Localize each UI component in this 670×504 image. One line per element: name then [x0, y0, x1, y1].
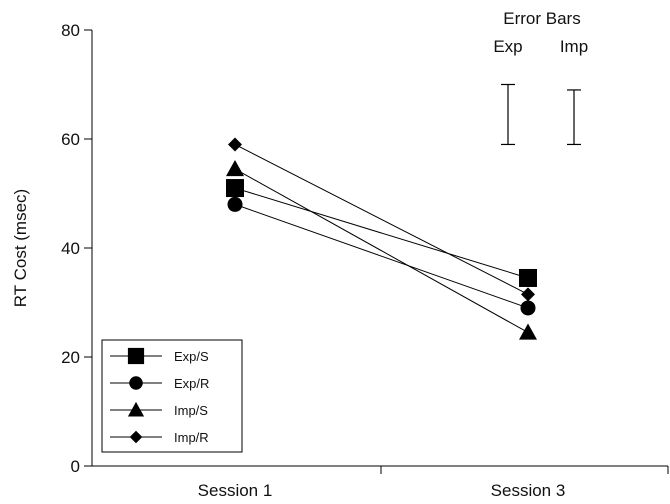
series-line — [234, 203, 529, 309]
y-tick-label: 0 — [71, 457, 80, 476]
y-tick-label: 60 — [61, 130, 80, 149]
error-bar-label: Exp — [493, 37, 522, 56]
legend-box — [101, 339, 243, 453]
legend-marker-circle — [129, 376, 143, 390]
legend-label: Exp/S — [174, 349, 209, 364]
x-tick-label: Session 3 — [491, 481, 566, 500]
legend-label: Imp/R — [174, 430, 209, 445]
legend-label: Exp/R — [174, 376, 209, 391]
legend-marker-square — [127, 347, 145, 365]
legend-item: Exp/S — [110, 347, 209, 365]
series-imp-s — [226, 159, 537, 340]
data-point-square — [519, 268, 537, 287]
x-tick-label: Session 1 — [198, 481, 273, 500]
error-bar-key: Error Bars Exp Imp — [493, 9, 588, 146]
data-point-circle — [520, 300, 536, 316]
legend-marker-triangle — [127, 401, 145, 417]
data-point-diamond — [521, 287, 535, 302]
legend-item: Imp/S — [110, 401, 208, 418]
legend-marker-diamond — [129, 430, 143, 444]
series-layer — [226, 137, 537, 340]
error-bar-label: Imp — [560, 37, 588, 56]
series-line — [234, 168, 529, 333]
series-exp-r — [227, 196, 536, 316]
data-point-triangle — [519, 323, 537, 340]
legend-item: Exp/R — [110, 376, 209, 391]
data-point-circle — [227, 196, 243, 212]
series-line — [234, 144, 529, 295]
series-exp-s — [226, 179, 537, 287]
series-imp-r — [228, 137, 535, 302]
axes: 0 20 40 60 80 Session 1 Session 3 — [61, 21, 669, 500]
error-bars-title: Error Bars — [503, 9, 580, 28]
data-point-square — [226, 179, 244, 198]
legend: Exp/S Exp/R Imp/S Imp/R — [101, 339, 243, 453]
y-axis-label: RT Cost (msec) — [11, 189, 30, 307]
legend-label: Imp/S — [174, 403, 208, 418]
y-tick-label: 20 — [61, 348, 80, 367]
y-tick-label: 40 — [61, 239, 80, 258]
y-tick-label: 80 — [61, 21, 80, 40]
series-line — [234, 187, 529, 279]
legend-item: Imp/R — [110, 430, 209, 445]
data-point-triangle — [226, 159, 244, 177]
data-point-diamond — [228, 137, 242, 152]
